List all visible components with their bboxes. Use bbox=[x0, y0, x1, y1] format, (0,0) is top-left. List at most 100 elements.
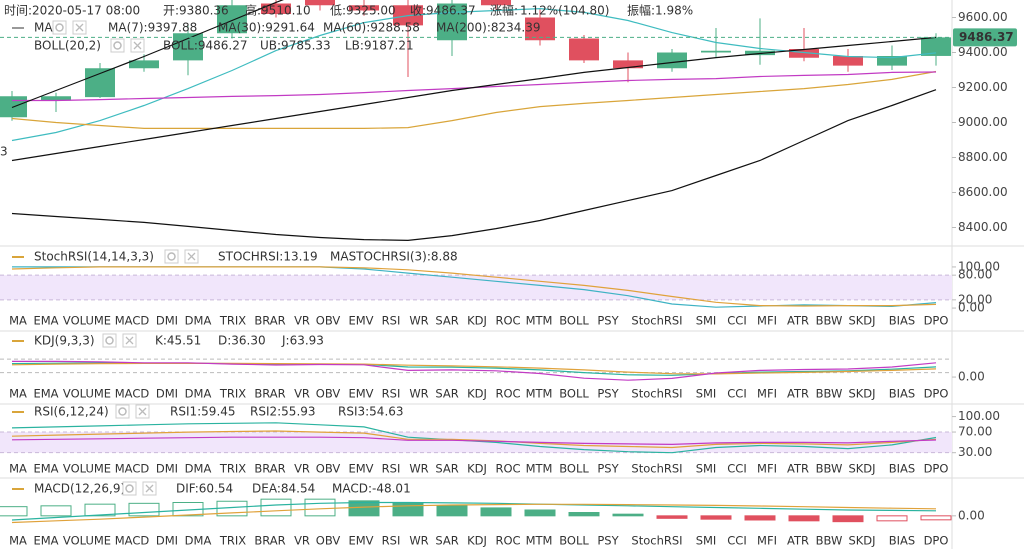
indicator-tab[interactable]: PSY bbox=[597, 534, 619, 548]
indicator-tab[interactable]: MTM bbox=[526, 462, 553, 476]
indicator-tab[interactable]: KDJ bbox=[467, 462, 487, 476]
indicator-tab[interactable]: MFI bbox=[757, 462, 777, 476]
indicator-tab[interactable]: RSI bbox=[382, 462, 401, 476]
indicator-tab[interactable]: TRIX bbox=[219, 387, 246, 401]
indicator-tab[interactable]: EMV bbox=[348, 387, 373, 401]
indicator-tab[interactable]: ROC bbox=[495, 462, 520, 476]
indicator-tab[interactable]: DPO bbox=[924, 314, 949, 328]
indicator-tab[interactable]: SAR bbox=[435, 462, 458, 476]
indicator-tab[interactable]: DPO bbox=[924, 462, 949, 476]
indicator-tab[interactable]: MA bbox=[9, 534, 27, 548]
indicator-tab[interactable]: DMA bbox=[185, 314, 212, 328]
indicator-tab[interactable]: BRAR bbox=[254, 462, 285, 476]
indicator-tab[interactable]: BBW bbox=[816, 462, 843, 476]
indicator-tab[interactable]: KDJ bbox=[467, 314, 487, 328]
indicator-tab[interactable]: SMI bbox=[696, 462, 717, 476]
indicator-tab[interactable]: StochRSI bbox=[631, 534, 682, 548]
indicator-tab[interactable]: PSY bbox=[597, 462, 619, 476]
indicator-tab[interactable]: RSI bbox=[382, 314, 401, 328]
indicator-tab[interactable]: WR bbox=[409, 314, 428, 328]
indicator-tab[interactable]: TRIX bbox=[219, 314, 246, 328]
indicator-tab[interactable]: DMA bbox=[185, 387, 212, 401]
indicator-tab[interactable]: ROC bbox=[495, 387, 520, 401]
indicator-tab[interactable]: BRAR bbox=[254, 387, 285, 401]
indicator-tab[interactable]: BBW bbox=[816, 534, 843, 548]
indicator-tab[interactable]: KDJ bbox=[467, 534, 487, 548]
indicator-tab[interactable]: MACD bbox=[115, 534, 150, 548]
indicator-tab[interactable]: MTM bbox=[526, 387, 553, 401]
indicator-tab[interactable]: PSY bbox=[597, 314, 619, 328]
indicator-tab[interactable]: OBV bbox=[316, 462, 341, 476]
indicator-tab[interactable]: SAR bbox=[435, 534, 458, 548]
settings-icon[interactable] bbox=[122, 481, 137, 496]
indicator-tab[interactable]: EMA bbox=[33, 534, 58, 548]
indicator-tab[interactable]: VR bbox=[294, 387, 310, 401]
indicator-tab[interactable]: ROC bbox=[495, 314, 520, 328]
indicator-tab[interactable]: SMI bbox=[696, 534, 717, 548]
indicator-tab[interactable]: VOLUME bbox=[63, 462, 111, 476]
indicator-tab[interactable]: VOLUME bbox=[63, 387, 111, 401]
indicator-tab[interactable]: ATR bbox=[787, 314, 809, 328]
indicator-tab[interactable]: BIAS bbox=[889, 314, 915, 328]
indicator-tab[interactable]: SAR bbox=[435, 387, 458, 401]
indicator-tab[interactable]: CCI bbox=[727, 462, 746, 476]
indicator-tab[interactable]: MTM bbox=[526, 314, 553, 328]
indicator-tab[interactable]: TRIX bbox=[219, 534, 246, 548]
indicator-tab[interactable]: EMV bbox=[348, 314, 373, 328]
indicator-tab[interactable]: DMI bbox=[156, 534, 178, 548]
indicator-tab[interactable]: EMV bbox=[348, 462, 373, 476]
indicator-tab[interactable]: OBV bbox=[316, 387, 341, 401]
indicator-tab[interactable]: MA bbox=[9, 387, 27, 401]
indicator-tab[interactable]: OBV bbox=[316, 534, 341, 548]
indicator-tab[interactable]: WR bbox=[409, 387, 428, 401]
indicator-tab[interactable]: SKDJ bbox=[848, 534, 875, 548]
indicator-tab[interactable]: DPO bbox=[924, 534, 949, 548]
indicator-tab[interactable]: RSI bbox=[382, 387, 401, 401]
indicator-tab[interactable]: WR bbox=[409, 534, 428, 548]
indicator-tab[interactable]: CCI bbox=[727, 387, 746, 401]
indicator-tab[interactable]: ROC bbox=[495, 534, 520, 548]
indicator-tab[interactable]: DMA bbox=[185, 534, 212, 548]
indicator-tab[interactable]: ATR bbox=[787, 534, 809, 548]
indicator-tab[interactable]: ATR bbox=[787, 387, 809, 401]
indicator-tab[interactable]: EMA bbox=[33, 462, 58, 476]
indicator-tab[interactable]: BIAS bbox=[889, 462, 915, 476]
indicator-tab[interactable]: KDJ bbox=[467, 387, 487, 401]
indicator-tab[interactable]: MFI bbox=[757, 534, 777, 548]
indicator-tab[interactable]: StochRSI bbox=[631, 314, 682, 328]
indicator-tab[interactable]: DMI bbox=[156, 387, 178, 401]
settings-icon[interactable] bbox=[52, 20, 67, 35]
indicator-tab[interactable]: SKDJ bbox=[848, 314, 875, 328]
indicator-tab[interactable]: EMA bbox=[33, 387, 58, 401]
indicator-tab[interactable]: MA bbox=[9, 462, 27, 476]
indicator-tab[interactable]: VR bbox=[294, 314, 310, 328]
indicator-tab[interactable]: MACD bbox=[115, 462, 150, 476]
indicator-tab[interactable]: EMA bbox=[33, 314, 58, 328]
indicator-tab[interactable]: ATR bbox=[787, 462, 809, 476]
indicator-tab[interactable]: RSI bbox=[382, 534, 401, 548]
settings-icon[interactable] bbox=[110, 38, 125, 53]
indicator-tab[interactable]: VR bbox=[294, 534, 310, 548]
indicator-tab[interactable]: MTM bbox=[526, 534, 553, 548]
indicator-tab[interactable]: BIAS bbox=[889, 534, 915, 548]
settings-icon[interactable] bbox=[164, 249, 179, 264]
indicator-tab[interactable]: StochRSI bbox=[631, 462, 682, 476]
indicator-tab[interactable]: BRAR bbox=[254, 314, 285, 328]
indicator-tab[interactable]: CCI bbox=[727, 314, 746, 328]
indicator-tab[interactable]: StochRSI bbox=[631, 387, 682, 401]
indicator-tab[interactable]: EMV bbox=[348, 534, 373, 548]
indicator-tab[interactable]: PSY bbox=[597, 387, 619, 401]
indicator-tab[interactable]: DMI bbox=[156, 314, 178, 328]
indicator-tab[interactable]: SMI bbox=[696, 314, 717, 328]
indicator-tab[interactable]: VR bbox=[294, 462, 310, 476]
indicator-tab[interactable]: SKDJ bbox=[848, 462, 875, 476]
indicator-tab[interactable]: BOLL bbox=[559, 314, 589, 328]
indicator-tab[interactable]: MA bbox=[9, 314, 27, 328]
indicator-tab[interactable]: VOLUME bbox=[63, 314, 111, 328]
indicator-tab[interactable]: DMI bbox=[156, 462, 178, 476]
indicator-tab[interactable]: SAR bbox=[435, 314, 458, 328]
indicator-tab[interactable]: BOLL bbox=[559, 462, 589, 476]
indicator-tab[interactable]: WR bbox=[409, 462, 428, 476]
indicator-tab[interactable]: MACD bbox=[115, 314, 150, 328]
indicator-tab[interactable]: BRAR bbox=[254, 534, 285, 548]
